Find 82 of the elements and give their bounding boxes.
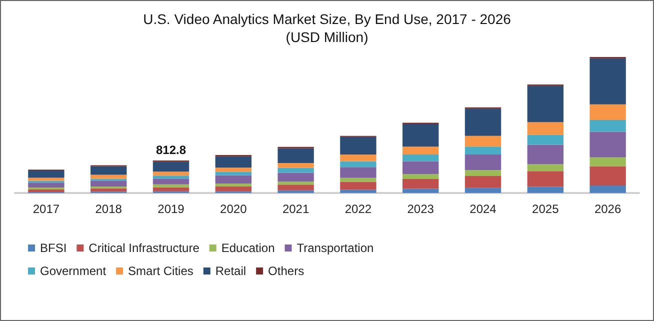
bar: [464, 136, 502, 147]
bar: [90, 180, 127, 186]
x-tick-label: 2026: [594, 202, 622, 216]
legend-label: Transportation: [296, 241, 374, 255]
bar: [278, 182, 314, 185]
chart-subtitle: (USD Million): [286, 29, 368, 45]
bar: [152, 172, 190, 176]
bar: [402, 178, 439, 189]
x-tick-label: 2018: [95, 202, 122, 216]
bar: [340, 182, 376, 190]
bar: [340, 178, 376, 182]
x-tick-label: 2023: [407, 202, 434, 216]
bar: [464, 170, 502, 176]
legend-label: Government: [40, 264, 107, 278]
x-tick-label: 2019: [158, 202, 185, 216]
bar: [527, 171, 564, 187]
bar: [215, 168, 252, 172]
bar: [464, 176, 502, 188]
legend-label: BFSI: [40, 241, 67, 255]
bar: [402, 161, 439, 174]
legend-label: Education: [221, 241, 275, 255]
bar: [402, 146, 439, 155]
bar: [527, 186, 564, 193]
annotation: 812.8: [156, 142, 186, 157]
legend-label: Critical Infrastructure: [88, 241, 200, 255]
bar: [152, 178, 190, 184]
bar: [28, 182, 64, 188]
bar: [590, 132, 626, 158]
bar: [152, 184, 190, 188]
bar: [215, 183, 252, 186]
bar: [527, 164, 564, 172]
bar: [590, 104, 626, 120]
bar: [90, 166, 127, 175]
bar: [590, 120, 626, 132]
bar: [152, 162, 190, 172]
bar: [464, 188, 502, 193]
x-tick-label: 2022: [344, 202, 372, 216]
bar: [340, 190, 376, 193]
bar: [340, 161, 376, 168]
bar: [278, 172, 314, 182]
bar: [278, 162, 314, 168]
legend-label: Retail: [215, 264, 246, 278]
bar: [402, 174, 439, 179]
bar: [590, 186, 626, 193]
bar: [402, 124, 439, 147]
bar: [590, 157, 626, 166]
bar: [590, 166, 626, 186]
bar: [340, 154, 376, 162]
bar: [590, 58, 626, 104]
x-tick-label: 2017: [32, 202, 60, 216]
x-tick-label: 2024: [470, 202, 497, 216]
bar: [464, 108, 502, 136]
bar: [527, 144, 564, 164]
x-tick-label: 2020: [220, 202, 248, 216]
bar: [527, 86, 564, 122]
x-tick-label: 2021: [282, 202, 310, 216]
bar: [278, 148, 314, 163]
bar: [278, 184, 314, 190]
bar: [28, 170, 64, 178]
bar: [215, 172, 252, 176]
bar: [340, 167, 376, 178]
bar: [278, 190, 314, 193]
bar: [215, 156, 252, 168]
bar: [28, 178, 64, 181]
chart-title: U.S. Video Analytics Market Size, By End Use, 2017 - 2026: [143, 11, 512, 27]
bar: [152, 176, 190, 179]
x-tick-label: 2025: [532, 202, 560, 216]
bar: [278, 168, 314, 173]
bar: [90, 188, 127, 192]
legend-label: Others: [268, 264, 304, 278]
bar: [402, 188, 439, 193]
bar: [402, 154, 439, 162]
bar: [215, 175, 252, 184]
legend-label: Smart Cities: [128, 264, 194, 278]
bar: [340, 136, 376, 155]
bar: [527, 122, 564, 135]
bar: [464, 154, 502, 170]
bar: [215, 186, 252, 192]
bar: [152, 187, 190, 192]
bar: [464, 146, 502, 155]
bar: [527, 134, 564, 145]
bar: [28, 189, 64, 192]
